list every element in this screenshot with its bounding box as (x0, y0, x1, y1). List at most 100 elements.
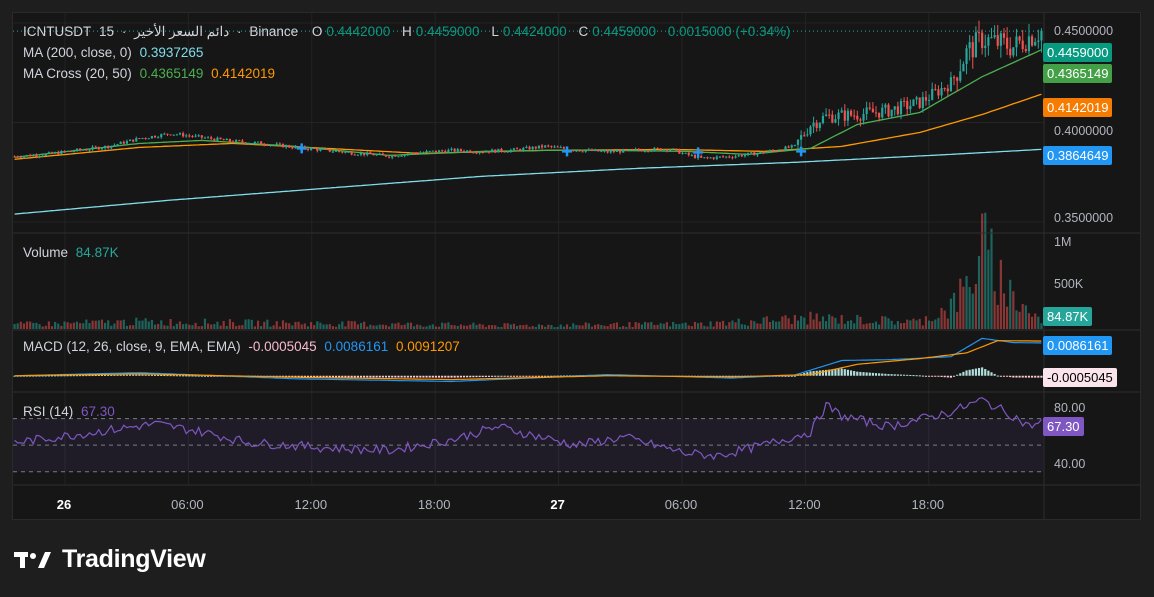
macd-hist-bar (787, 375, 790, 377)
volume-bar (996, 304, 999, 329)
volume-bar (890, 320, 893, 329)
volume-bar (672, 321, 675, 329)
candle-body (718, 156, 722, 158)
macross-legend[interactable]: MA Cross (20, 50) 0.4365149 0.4142019 (23, 66, 279, 81)
candle-body (425, 150, 428, 153)
price-tick-0: 0.4500000 (1054, 24, 1114, 38)
candle-body (990, 37, 993, 39)
volume-bar (500, 326, 503, 329)
candle-body (1027, 36, 1031, 52)
candle-body (391, 155, 394, 158)
volume-bar (169, 319, 172, 329)
macd-legend[interactable]: MACD (12, 26, close, 9, EMA, EMA) -0.000… (23, 339, 464, 354)
volume-bar (47, 321, 50, 329)
macd-hist-bar (54, 375, 57, 377)
interval-label[interactable]: 15 (99, 24, 115, 39)
volume-bar (974, 283, 977, 329)
macd-hist-bar (959, 373, 962, 376)
volume-bar (849, 320, 853, 329)
volume-bar (565, 324, 569, 329)
volume-bar (740, 324, 743, 329)
candle-body (771, 150, 775, 152)
candle-body (419, 152, 422, 154)
macd-hist-bar (169, 375, 172, 377)
volume-bar (977, 255, 981, 329)
chart-canvas[interactable] (13, 13, 1140, 519)
macd-hist-bar (965, 370, 968, 376)
macd-hist-bar (375, 375, 378, 378)
candle-body (244, 142, 247, 144)
rsi-legend[interactable]: RSI (14) 67.30 (23, 404, 119, 419)
volume-bar (353, 321, 356, 329)
candle-body (1024, 49, 1027, 52)
macd-hist-bar (522, 375, 525, 377)
volume-bar (213, 324, 216, 329)
time-tick-label: 12:00 (294, 497, 328, 512)
candle-body (937, 89, 940, 96)
volume-bar (481, 324, 484, 329)
volume-bar (650, 322, 653, 329)
macd-hist-bar (94, 375, 97, 377)
candle-body (778, 150, 781, 152)
macd-hist-bar (160, 374, 163, 376)
macd-hist-bar (940, 375, 943, 377)
candle-body (940, 87, 943, 96)
volume-bar (331, 326, 335, 329)
tradingview-logo[interactable]: TradingView (14, 545, 206, 574)
volume-bar (562, 326, 565, 329)
macd-hist-bar (306, 375, 310, 378)
candle-body (206, 137, 210, 139)
macd-hist-bar (113, 374, 116, 376)
volume-bar (144, 318, 147, 329)
candle-body (22, 156, 26, 158)
volume-bar (266, 319, 269, 329)
macd-hist-bar (197, 375, 200, 377)
macd-hist-bar (178, 375, 182, 377)
candle-body (1006, 37, 1009, 49)
macd-hist-bar (494, 375, 497, 377)
volume-bar (119, 320, 122, 329)
volume-bar (597, 324, 600, 329)
volume-legend[interactable]: Volume 84.87K (23, 245, 123, 260)
header-legend: ICNTUSDT 15 · دائم السعر الأخير · Binanc… (23, 24, 795, 40)
rsi-legend-label: RSI (14) (23, 404, 74, 419)
volume-bar (993, 291, 996, 329)
candle-body (1018, 36, 1021, 41)
time-tick-label: 26 (56, 497, 72, 512)
candle-body (350, 151, 353, 155)
macd-hist-bar (334, 375, 338, 378)
volume-bar (356, 324, 359, 329)
candle-body (924, 96, 928, 101)
candle-body (478, 152, 481, 154)
candle-body (762, 151, 765, 154)
macd-hist-bar (1024, 375, 1027, 378)
candle-body (378, 153, 381, 155)
ma200-legend[interactable]: MA (200, close, 0) 0.3937265 (23, 45, 207, 60)
candle-body (818, 123, 821, 128)
macd-hist-bar (213, 375, 216, 377)
candle-body (681, 152, 684, 154)
macd-hist-bar (984, 369, 987, 376)
macd-hist-bar (993, 373, 996, 376)
volume-bar (63, 321, 66, 329)
macd-hist-bar (359, 375, 363, 378)
macd-hist-bar (412, 375, 416, 378)
macd-hist-bar (1018, 375, 1021, 378)
volume-bar (403, 324, 406, 329)
macd-hist-bar (185, 375, 188, 377)
candle-body (185, 135, 188, 137)
volume-bar (107, 320, 110, 329)
candle-body (859, 119, 862, 121)
volume-bar (141, 320, 144, 329)
symbol-label[interactable]: ICNTUSDT (23, 24, 92, 39)
chart-frame[interactable] (12, 12, 1141, 520)
volume-bar (1024, 305, 1027, 329)
candle-body (344, 151, 347, 153)
macd-hist-bar (478, 375, 481, 378)
macd-hist-bar (506, 375, 509, 377)
macd-hist-value: -0.0005045 (248, 339, 317, 354)
candle-body (397, 156, 400, 158)
candle-body (366, 152, 369, 156)
candle-body (194, 135, 197, 137)
candle-body (135, 138, 138, 142)
